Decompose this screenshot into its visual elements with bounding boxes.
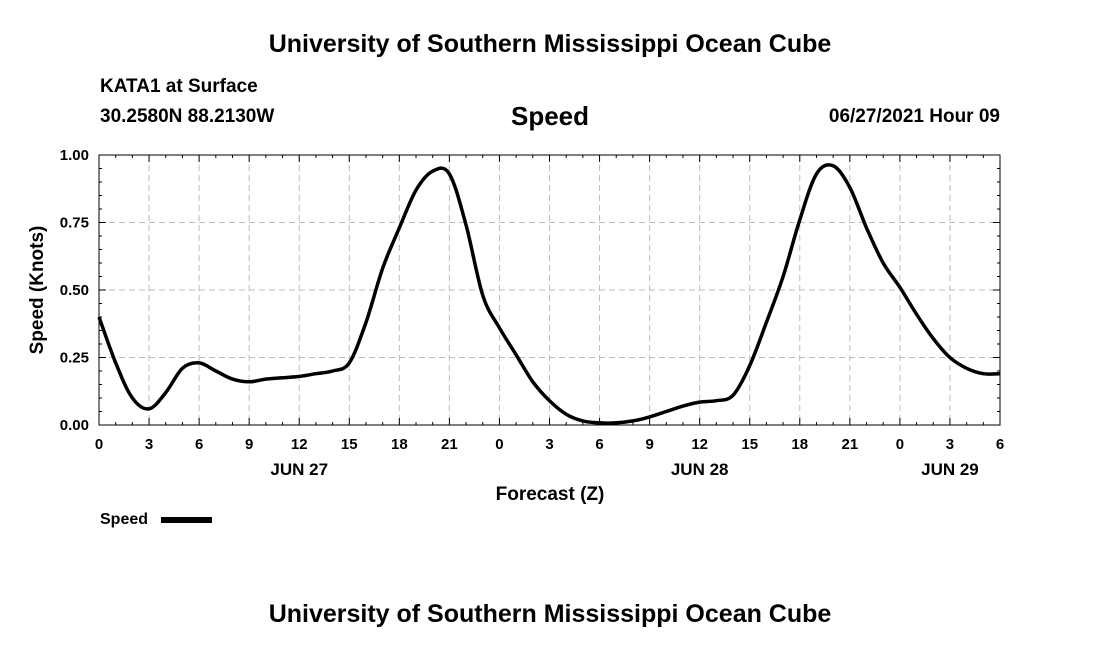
forecast-datetime: 06/27/2021 Hour 09 — [828, 106, 1000, 127]
legend-entry-speed: Speed — [100, 511, 148, 528]
x-axis-label: Forecast (Z) — [496, 484, 605, 505]
date-labels: JUN 27 JUN 28 JUN 29 — [270, 460, 978, 479]
x-tick-label: 3 — [946, 436, 954, 453]
variable-title: Speed — [510, 101, 590, 131]
coordinates-label: 30.2580N 88.2130W — [100, 106, 275, 127]
x-tick-labels: 0 3 6 9 12 15 18 21 0 3 6 9 12 15 18 21 0 3 6 — [95, 436, 1004, 453]
x-tick-label: 6 — [996, 436, 1004, 453]
y-tick-label: 1.00 — [60, 147, 89, 164]
x-tick-label: 18 — [791, 436, 808, 453]
grid-lines — [99, 155, 1000, 425]
y-axis-label: Speed (Knots) — [27, 226, 48, 355]
x-tick-label: 9 — [245, 436, 253, 453]
x-tick-label: 3 — [145, 436, 153, 453]
x-tick-label: 0 — [896, 436, 904, 453]
x-tick-label: 12 — [691, 436, 708, 453]
y-tick-label: 0.75 — [60, 215, 89, 232]
station-label: KATA1 at Surface — [100, 76, 258, 97]
footer-title: University of Southern Mississippi Ocean… — [268, 600, 832, 628]
date-label: JUN 28 — [671, 460, 729, 479]
x-tick-label: 18 — [391, 436, 408, 453]
page-title: University of Southern Mississippi Ocean… — [268, 30, 832, 58]
y-tick-label: 0.25 — [60, 350, 89, 367]
series-line-speed — [97, 163, 1001, 425]
x-tick-label: 15 — [341, 436, 358, 453]
x-tick-label: 6 — [595, 436, 603, 453]
x-tick-label: 6 — [195, 436, 203, 453]
x-tick-label: 21 — [841, 436, 858, 453]
legend: Speed — [100, 511, 212, 528]
x-tick-label: 21 — [441, 436, 458, 453]
x-tick-label: 3 — [545, 436, 553, 453]
y-tick-labels: 0.00 0.25 0.50 0.75 1.00 — [60, 147, 89, 434]
x-tick-label: 0 — [495, 436, 503, 453]
y-tick-label: 0.50 — [60, 282, 89, 299]
x-tick-label: 15 — [741, 436, 758, 453]
axis-ticks — [98, 154, 1001, 426]
x-tick-label: 12 — [291, 436, 308, 453]
y-tick-label: 0.00 — [60, 417, 89, 434]
x-tick-label: 0 — [95, 436, 103, 453]
date-label: JUN 27 — [270, 460, 328, 479]
series-lines — [97, 163, 1001, 425]
date-label: JUN 29 — [921, 460, 979, 479]
x-tick-label: 9 — [645, 436, 653, 453]
